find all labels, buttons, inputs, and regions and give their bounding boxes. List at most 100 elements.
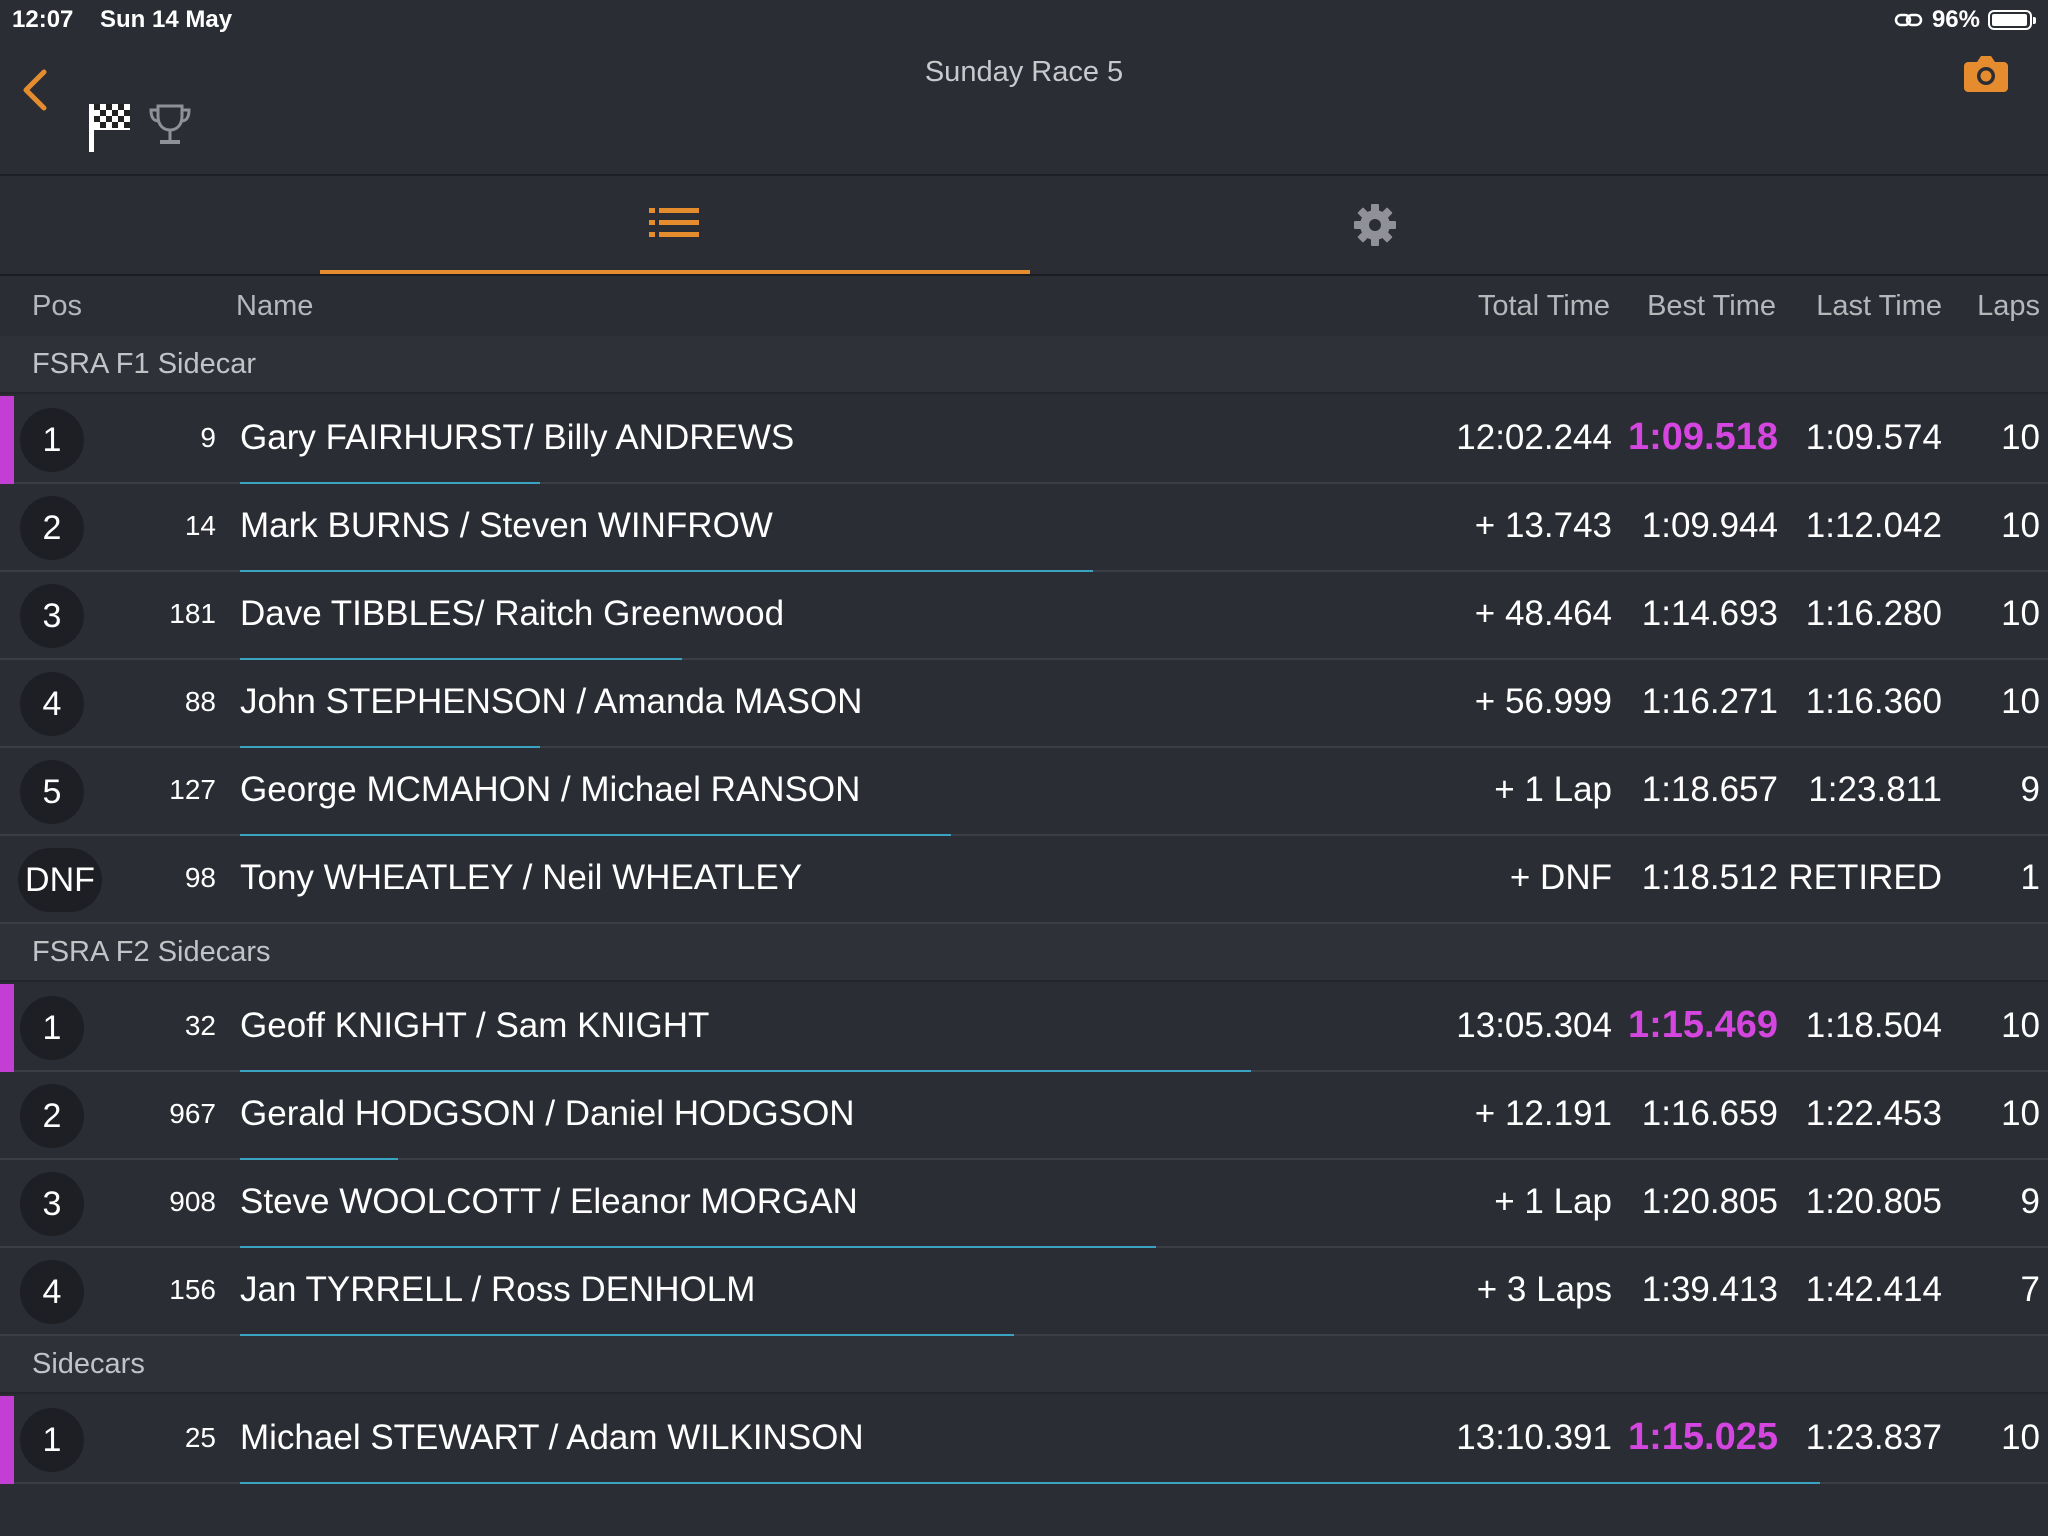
gear-icon [1354, 204, 1396, 246]
race-number: 967 [169, 1098, 216, 1129]
result-row[interactable]: 1 9 Gary FAIRHURST/ Billy ANDREWS 12:02.244… [0, 396, 2048, 484]
lap-count: 10 [2001, 1006, 2040, 1045]
rider-names: George MCMAHON / Michael RANSON [240, 770, 861, 809]
lap-count: 10 [2001, 506, 2040, 545]
tab-bar [0, 176, 2048, 276]
battery-fill [1992, 14, 2027, 26]
best-time: 1:18.512 [1641, 858, 1778, 897]
progress-line [240, 1334, 1014, 1336]
race-number: 98 [184, 862, 216, 893]
col-pos[interactable]: Pos [32, 290, 82, 322]
position-badge: 2 [20, 496, 84, 560]
progress-line [240, 1246, 1156, 1248]
rider-names: Dave TIBBLES/ Raitch Greenwood [240, 594, 785, 633]
result-row[interactable]: 5 127 George MCMAHON / Michael RANSON + 1 L… [0, 748, 2048, 836]
progress-line [240, 1158, 398, 1160]
result-row[interactable]: 2 14 Mark BURNS / Steven WINFROW + 13.743 1:… [0, 484, 2048, 572]
tab-results-list[interactable] [320, 176, 1030, 274]
rider-names: Tony WHEATLEY / Neil WHEATLEY [240, 858, 803, 897]
result-row[interactable]: 1 25 Michael STEWART / Adam WILKINSON 13:10… [0, 1396, 2048, 1484]
last-time: 1:16.360 [1805, 682, 1942, 721]
col-name[interactable]: Name [236, 290, 314, 322]
last-time: 1:20.805 [1805, 1182, 1942, 1221]
progress-line [240, 570, 1093, 572]
link-icon [1894, 13, 1923, 27]
race-number: 14 [184, 510, 216, 541]
status-date: Sun 14 May [100, 6, 233, 33]
best-time: 1:15.469 [1627, 1004, 1778, 1046]
best-time: 1:16.659 [1641, 1094, 1778, 1133]
group-header: FSRA F2 Sidecars [0, 924, 2048, 982]
lap-count: 10 [2001, 594, 2040, 633]
best-time: 1:09.944 [1641, 506, 1778, 545]
rider-names: Geoff KNIGHT / Sam KNIGHT [240, 1006, 710, 1045]
lap-count: 9 [2020, 1182, 2040, 1221]
total-time: + 12.191 [1474, 1094, 1612, 1133]
battery-icon [1988, 10, 2036, 30]
column-header: Pos Name Total Time Best Time Last Time … [0, 276, 2048, 338]
best-time: 1:39.413 [1641, 1270, 1778, 1309]
result-row[interactable]: 4 156 Jan TYRRELL / Ross DENHOLM + 3 Laps 1:… [0, 1248, 2048, 1336]
best-time: 1:15.025 [1627, 1416, 1778, 1458]
result-row[interactable]: 3 181 Dave TIBBLES/ Raitch Greenwood + 48.4… [0, 572, 2048, 660]
position-badge: 1 [20, 996, 84, 1060]
result-row[interactable]: 2 967 Gerald HODGSON / Daniel HODGSON + 12.… [0, 1072, 2048, 1160]
total-time: 13:10.391 [1456, 1418, 1612, 1457]
leader-indicator [0, 984, 14, 1072]
position-badge: 1 [20, 408, 84, 472]
lap-count: 10 [2001, 682, 2040, 721]
tab-settings[interactable] [1030, 176, 1720, 274]
lap-count: 10 [2001, 1094, 2040, 1133]
lap-count: 7 [2020, 1270, 2040, 1309]
total-time: + 48.464 [1474, 594, 1612, 633]
rider-names: Gerald HODGSON / Daniel HODGSON [240, 1094, 855, 1133]
group-header: Sidecars [0, 1336, 2048, 1394]
col-total-time[interactable]: Total Time [1477, 290, 1610, 322]
result-row[interactable]: 1 32 Geoff KNIGHT / Sam KNIGHT 13:05.304 1:1… [0, 984, 2048, 1072]
nav-header: Sunday Race 5 [0, 40, 2048, 176]
status-bar: 12:07 Sun 14 May 96% [0, 0, 2048, 40]
last-time: 1:22.453 [1805, 1094, 1942, 1133]
lap-count: 10 [2001, 1418, 2040, 1457]
race-number: 156 [169, 1274, 216, 1305]
leader-indicator [0, 396, 14, 484]
rider-names: Steve WOOLCOTT / Eleanor MORGAN [240, 1182, 858, 1221]
col-laps[interactable]: Laps [1977, 290, 2040, 322]
progress-line [240, 1482, 1820, 1484]
trophy-icon[interactable] [148, 102, 192, 153]
rider-names: Jan TYRRELL / Ross DENHOLM [240, 1270, 756, 1309]
progress-line [240, 658, 682, 660]
race-number: 32 [184, 1010, 216, 1041]
rider-names: Gary FAIRHURST/ Billy ANDREWS [240, 418, 795, 457]
race-number: 127 [169, 774, 216, 805]
col-last-time[interactable]: Last Time [1816, 290, 1942, 322]
position-badge: 2 [20, 1084, 84, 1148]
position-badge: 3 [20, 1172, 84, 1236]
back-button[interactable] [16, 60, 56, 120]
last-time: 1:12.042 [1805, 506, 1942, 545]
last-time: RETIRED [1788, 858, 1942, 897]
col-best-time[interactable]: Best Time [1647, 290, 1776, 322]
status-time: 12:07 [12, 6, 74, 33]
chevron-left-icon [23, 69, 47, 111]
progress-line [240, 482, 540, 484]
checkered-flag-icon[interactable] [86, 100, 134, 159]
lap-count: 10 [2001, 418, 2040, 457]
best-time: 1:09.518 [1627, 416, 1778, 458]
camera-icon[interactable] [1964, 54, 2008, 97]
result-row[interactable]: 4 88 John STEPHENSON / Amanda MASON + 56.99… [0, 660, 2048, 748]
group-title: FSRA F2 Sidecars [32, 936, 271, 968]
result-row[interactable]: 3 908 Steve WOOLCOTT / Eleanor MORGAN + 1 L… [0, 1160, 2048, 1248]
last-time: 1:16.280 [1805, 594, 1942, 633]
total-time: + 1 Lap [1494, 1182, 1612, 1221]
best-time: 1:16.271 [1641, 682, 1778, 721]
best-time: 1:18.657 [1641, 770, 1778, 809]
last-time: 1:23.837 [1805, 1418, 1942, 1457]
lap-count: 1 [2020, 858, 2040, 897]
battery-percent: 96% [1931, 6, 1980, 33]
result-row[interactable]: DNF 98 Tony WHEATLEY / Neil WHEATLEY + DNF 1… [0, 836, 2048, 924]
race-number: 88 [184, 686, 216, 717]
status-right: 96% [1894, 6, 2036, 34]
rider-names: John STEPHENSON / Amanda MASON [240, 682, 863, 721]
position-badge: 4 [20, 672, 84, 736]
